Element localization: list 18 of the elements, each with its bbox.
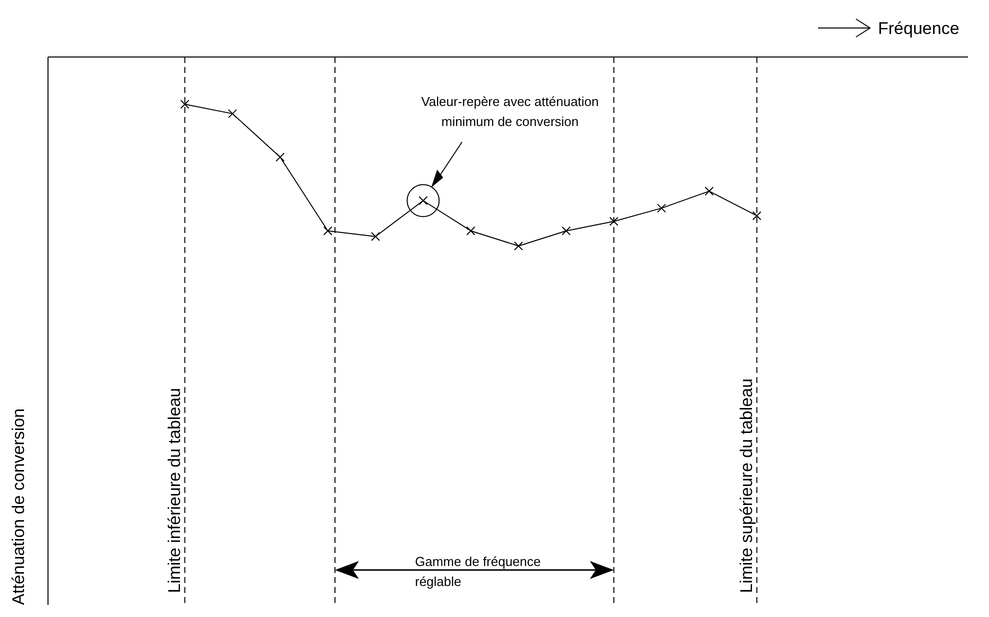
text: Limite supérieure du tableau: [736, 378, 756, 593]
point: [752, 211, 762, 220]
point: [370, 232, 380, 242]
text: Atténuation de conversion: [9, 408, 28, 605]
annotation: Valeur-repère avec atténuation minimum de conversion: [421, 94, 599, 129]
point: [562, 226, 571, 236]
point: [323, 226, 332, 236]
text: Fréquence: [878, 19, 960, 38]
point: [656, 204, 666, 213]
point: [704, 186, 714, 196]
point: [514, 241, 523, 250]
point: [466, 226, 476, 236]
point: [276, 152, 285, 162]
point: [180, 100, 190, 109]
point: [228, 109, 237, 118]
text: Limite inférieure du tableau: [164, 388, 184, 593]
text: Gamme de fréquence réglable: [415, 554, 541, 589]
point: [609, 216, 618, 226]
